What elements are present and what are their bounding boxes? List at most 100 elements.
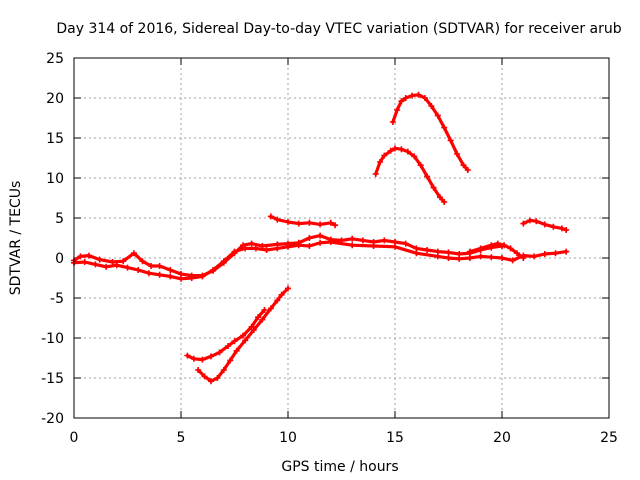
y-axis-label: SDTVAR / TECUs [8,181,24,296]
data-point-main-band-lower-29 [434,253,441,260]
y-tick-label-7: 15 [46,131,64,147]
series-layer [71,91,570,385]
data-point-main-band-lower-23 [317,239,324,246]
data-point-main-band-lower-36 [509,257,516,264]
data-point-arc-middle-8 [417,162,424,169]
data-point-negative-upper-0 [184,352,191,359]
data-point-main-band-lower-28 [413,250,420,257]
data-point-main-band-upper-6 [130,250,137,257]
data-point-arc-middle-1 [377,159,384,165]
data-point-arc-middle-12 [441,199,448,205]
data-point-arc-top-12 [460,162,467,169]
data-point-negative-upper-4 [216,349,223,356]
y-tick-label-5: 5 [55,211,64,227]
series-line-arc-middle [374,146,446,204]
data-point-segment-plus5-left-4 [306,219,313,226]
data-point-main-band-upper-9 [156,263,163,269]
data-point-negative-lower-2 [207,378,214,385]
data-point-negative-upper-8 [248,323,255,330]
data-point-hump-around-20-3 [494,240,501,247]
data-point-segment-plus5-right-5 [558,225,565,232]
data-point-main-band-lower-40 [552,250,559,257]
data-point-segment-plus5-left-5 [317,221,324,228]
data-point-arc-top-6 [421,95,428,101]
data-point-segment-plus5-right-4 [550,223,557,230]
data-point-negative-lower-8 [250,327,257,333]
data-point-main-band-upper-17 [240,242,247,249]
data-point-main-band-lower-38 [531,253,538,260]
data-point-main-band-lower-12 [199,273,206,280]
data-point-arc-top-13 [464,167,471,173]
data-point-arc-top-9 [441,124,448,131]
data-point-negative-upper-3 [207,353,214,360]
data-point-hump-around-20-7 [520,255,527,261]
data-point-main-band-lower-13 [210,267,217,273]
data-point-hump-around-20-6 [513,250,520,257]
data-point-negative-upper-10 [261,307,268,313]
data-point-arc-top-2 [398,98,405,105]
data-point-negative-upper-2 [199,356,206,363]
data-point-negative-lower-5 [227,357,234,364]
data-point-main-band-lower-25 [349,242,356,249]
y-tick-labels: -20 -15 -10 -5 0 5 10 15 20 25 [41,51,64,427]
data-point-negative-lower-7 [242,337,249,344]
y-tick-label-6: 10 [46,171,64,187]
data-point-segment-plus5-left-0 [267,213,274,220]
data-point-arc-middle-7 [411,153,418,160]
data-point-main-band-lower-21 [295,242,302,249]
data-point-main-band-lower-16 [242,245,249,252]
data-point-main-band-lower-6 [135,267,142,273]
series-line-negative-upper [185,308,267,362]
data-point-main-band-lower-20 [285,243,291,250]
data-point-negative-lower-11 [274,297,281,304]
data-point-main-band-upper-34 [424,247,431,253]
data-point-main-band-lower-18 [263,247,270,253]
data-point-negative-lower-3 [214,375,221,381]
x-tick-label-5: 25 [600,430,618,446]
data-point-segment-plus5-right-3 [541,221,548,228]
data-point-arc-top-1 [394,107,401,113]
data-point-main-band-lower-27 [392,243,398,250]
x-tick-label-3: 15 [386,430,404,446]
data-point-negative-upper-6 [231,338,238,345]
y-tick-label-2: -10 [41,331,64,347]
data-point-arc-top-7 [428,103,435,109]
data-point-segment-plus5-left-2 [285,219,291,225]
data-point-arc-middle-2 [381,152,388,159]
x-tick-label-1: 5 [177,430,186,446]
data-point-segment-plus5-left-3 [295,220,302,227]
data-point-negative-lower-9 [259,316,266,323]
data-point-negative-upper-5 [225,343,232,349]
plot-frame [73,57,610,419]
data-point-negative-lower-6 [233,347,240,354]
data-point-main-band-lower-7 [145,270,152,277]
data-point-arc-middle-3 [387,147,394,154]
y-tick-label-3: -5 [50,291,64,307]
x-tick-labels: 0 5 10 15 20 25 [70,430,618,446]
data-point-main-band-lower-32 [466,255,473,261]
data-point-main-band-lower-33 [477,253,484,260]
data-point-hump-around-20-2 [488,242,495,249]
data-point-main-band-upper-32 [402,240,409,247]
data-point-negative-upper-7 [240,332,247,339]
data-point-main-band-lower-2 [92,261,99,268]
data-point-main-band-upper-28 [359,237,366,244]
y-tick-label-0: -20 [41,411,64,427]
data-point-main-band-upper-23 [306,235,313,241]
data-point-main-band-lower-14 [220,258,227,265]
data-point-main-band-upper-4 [109,259,116,265]
data-point-main-band-lower-10 [178,275,184,282]
y-tick-label-4: 0 [55,251,64,267]
data-point-arc-middle-5 [398,146,405,153]
x-tick-label-2: 10 [279,430,297,446]
data-point-segment-plus5-right-2 [533,218,540,225]
data-point-main-band-lower-19 [274,245,281,252]
data-point-segment-plus5-right-0 [520,220,527,227]
data-point-main-band-upper-5 [120,258,127,265]
y-tick-label-8: 20 [46,91,64,107]
data-point-negative-lower-13 [285,285,291,292]
data-point-segment-plus5-left-6 [327,219,334,226]
data-point-negative-lower-1 [201,373,208,380]
data-point-main-band-upper-10 [167,267,174,273]
